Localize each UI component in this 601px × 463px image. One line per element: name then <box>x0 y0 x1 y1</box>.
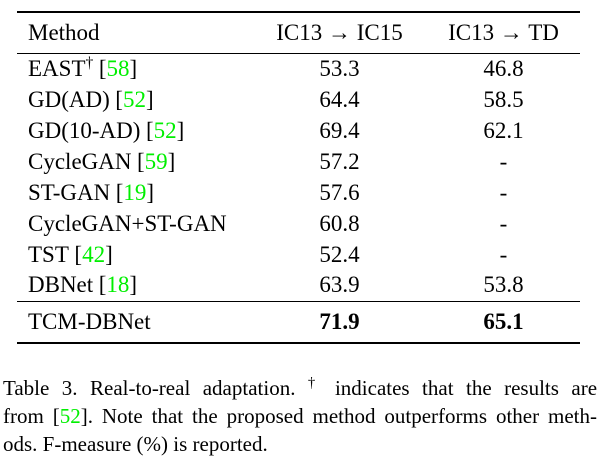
method-cell: ST-GAN [19] <box>17 177 262 208</box>
citation-link[interactable]: 58 <box>106 55 130 81</box>
ic13-td-value: 65.1 <box>483 308 524 334</box>
table-row-proposed-method: TCM-DBNet 71.9 65.1 <box>17 301 580 343</box>
caption-text: Table 3. Real-to-real adaptation. <box>3 376 296 400</box>
method-cell: EAST† [58] <box>17 53 262 84</box>
citation-link[interactable]: 42 <box>82 241 106 267</box>
citation-link[interactable]: 18 <box>106 272 130 298</box>
citation-link[interactable]: 52 <box>153 117 177 143</box>
results-table: Method IC13 → IC15 IC13 → TD EAST† [58] 5… <box>17 11 580 344</box>
ic13-td-value: 53.8 <box>483 272 524 298</box>
caption-text: from [ <box>3 404 60 428</box>
ic13-td-value: 46.8 <box>483 55 524 81</box>
ic13-td-value: - <box>499 148 508 174</box>
caption-text: ]. Note that the proposed method outperf… <box>80 404 597 428</box>
citation: [42] <box>74 242 112 267</box>
ic13-td-value: - <box>499 241 508 267</box>
citation-bracket: ] <box>129 55 138 81</box>
method-name: TST <box>28 241 69 267</box>
ic13-ic15-value: 71.9 <box>319 308 360 334</box>
citation: [58] <box>99 56 137 81</box>
ic13-ic15-value: 60.8 <box>319 210 360 236</box>
dagger-marker: † <box>85 54 94 72</box>
method-cell: GD(AD) [52] <box>17 84 262 115</box>
citation-bracket: [ <box>145 117 154 143</box>
method-name: ST-GAN <box>28 179 111 205</box>
method-cell: TCM-DBNet <box>17 301 262 343</box>
citation: [18] <box>99 272 137 297</box>
citation-bracket: [ <box>98 272 107 298</box>
method-name: CycleGAN+ST-GAN <box>28 210 227 236</box>
table-row: TST [42] 52.4 - <box>17 239 580 270</box>
caption-line-3: ods. F-measure (%) is reported. <box>3 430 597 458</box>
citation-bracket: ] <box>145 86 154 112</box>
citation-bracket: ] <box>176 117 185 143</box>
caption-text: indicates that the results are <box>334 376 598 400</box>
table-header-row: Method IC13 → IC15 IC13 → TD <box>17 12 580 53</box>
ic13-td-value: - <box>499 210 508 236</box>
citation-bracket: [ <box>74 241 83 267</box>
table-row: CycleGAN+ST-GAN 60.8 - <box>17 208 580 239</box>
citation-bracket: [ <box>115 86 123 112</box>
table-row: EAST† [58] 53.3 46.8 <box>17 53 580 84</box>
citation-link[interactable]: 59 <box>144 148 168 174</box>
method-name: GD(10-AD) <box>28 117 141 143</box>
column-header-method: Method <box>28 19 100 45</box>
caption-line-1: Table 3. Real-to-real adaptation. † indi… <box>3 374 597 402</box>
column-header-ic13-ic15: IC13 → IC15 <box>276 19 403 45</box>
table-row: DBNet [18] 63.9 53.8 <box>17 270 580 301</box>
citation: [52] <box>115 87 153 112</box>
method-cell: GD(10-AD) [52] <box>17 115 262 146</box>
ic13-ic15-value: 53.3 <box>319 55 360 81</box>
citation-bracket: ] <box>146 179 155 205</box>
citation: [19] <box>116 180 154 205</box>
table-row: ST-GAN [19] 57.6 - <box>17 177 580 208</box>
ic13-ic15-value: 52.4 <box>319 241 360 267</box>
ic13-ic15-value: 69.4 <box>319 117 360 143</box>
ic13-td-value: 58.5 <box>483 86 524 112</box>
citation-link[interactable]: 19 <box>123 179 147 205</box>
citation-link[interactable]: 52 <box>122 86 146 112</box>
ic13-td-value: 62.1 <box>483 117 524 143</box>
method-cell: DBNet [18] <box>17 270 262 301</box>
method-cell: CycleGAN+ST-GAN <box>17 208 262 239</box>
method-name: TCM-DBNet <box>28 308 151 334</box>
method-name: CycleGAN <box>28 148 132 174</box>
table-row: CycleGAN [59] 57.2 - <box>17 146 580 177</box>
citation-bracket: ] <box>167 148 176 174</box>
table-caption: Table 3. Real-to-real adaptation. † indi… <box>3 374 597 458</box>
citation: [59] <box>137 149 175 174</box>
citation-bracket: [ <box>115 179 124 205</box>
method-cell: TST [42] <box>17 239 262 270</box>
ic13-td-value: - <box>499 179 508 205</box>
ic13-ic15-value: 57.6 <box>319 179 360 205</box>
method-name: DBNet <box>28 272 94 298</box>
citation-bracket: ] <box>129 272 138 298</box>
caption-text: ods. F-measure (%) is reported. <box>3 432 268 456</box>
citation-bracket: [ <box>137 148 145 174</box>
table-row: GD(10-AD) [52] 69.4 62.1 <box>17 115 580 146</box>
ic13-ic15-value: 64.4 <box>319 86 360 112</box>
caption-line-2: from [52]. Note that the proposed method… <box>3 402 597 430</box>
column-header-ic13-td: IC13 → TD <box>448 19 559 45</box>
method-name: GD(AD) <box>28 86 110 112</box>
citation-link[interactable]: 52 <box>59 404 81 428</box>
method-cell: CycleGAN [59] <box>17 146 262 177</box>
dagger-marker: † <box>307 375 323 391</box>
citation-bracket: ] <box>105 241 113 267</box>
method-name: EAST <box>28 55 86 81</box>
ic13-ic15-value: 57.2 <box>319 148 360 174</box>
citation: [52] <box>146 118 184 143</box>
citation-bracket: [ <box>98 55 107 81</box>
table-row: GD(AD) [52] 64.4 58.5 <box>17 84 580 115</box>
ic13-ic15-value: 63.9 <box>319 272 360 298</box>
